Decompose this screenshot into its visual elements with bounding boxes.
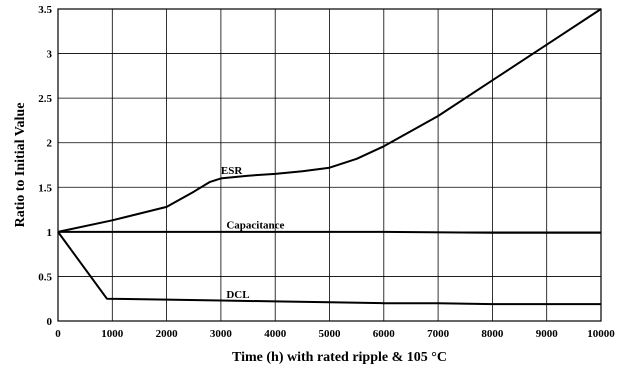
x-tick-label: 3000 [210,328,233,340]
x-axis-ticks: 0 1000 2000 3000 4000 5000 6000 7000 8000 9000 100… [55,328,615,340]
x-tick-label: 0 [55,328,61,340]
y-tick-label: 2 [47,138,53,150]
series-label-dcl: DCL [226,289,249,301]
y-tick-label: 0.5 [38,271,52,283]
y-tick-label: 1.5 [38,182,52,194]
x-tick-label: 4000 [264,328,287,340]
series-lines [57,8,602,306]
y-tick-label: 3.5 [38,4,52,16]
grid [57,8,602,322]
y-axis-label: Ratio to Initial Value [13,103,28,228]
x-tick-label: 5000 [319,328,342,340]
x-tick-label: 10000 [587,328,615,340]
y-axis-ticks: 0 0.5 1 1.5 2 2.5 3 3.5 [38,4,52,328]
series-label-capacitance: Capacitance [226,219,284,231]
y-tick-label: 3 [47,49,53,61]
x-tick-label: 2000 [156,328,179,340]
series-line-dcl [57,231,601,306]
x-tick-label: 8000 [481,328,504,340]
x-tick-label: 9000 [536,328,559,340]
y-tick-label: 2.5 [38,93,52,105]
y-tick-label: 1 [47,227,53,239]
series-line-esr [57,8,602,233]
series-label-esr: ESR [221,165,243,177]
x-axis-label: Time (h) with rated ripple & 105 °C [232,350,447,365]
series-labels: ESR Capacitance DCL [221,165,285,301]
x-tick-label: 7000 [427,328,450,340]
x-tick-label: 6000 [373,328,396,340]
x-tick-label: 1000 [101,328,124,340]
series-line-capacitance [58,230,601,234]
y-tick-label: 0 [47,316,53,328]
